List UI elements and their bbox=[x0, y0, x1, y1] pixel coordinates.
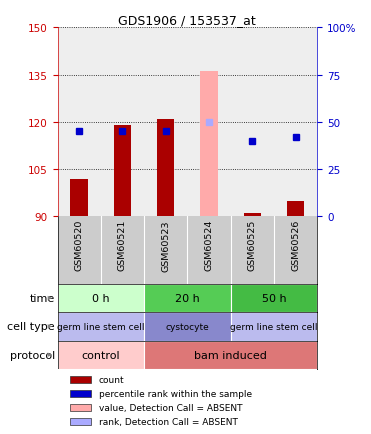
Text: rank, Detection Call = ABSENT: rank, Detection Call = ABSENT bbox=[99, 417, 237, 426]
Text: value, Detection Call = ABSENT: value, Detection Call = ABSENT bbox=[99, 403, 242, 412]
Text: GSM60521: GSM60521 bbox=[118, 220, 127, 271]
Title: GDS1906 / 153537_at: GDS1906 / 153537_at bbox=[118, 14, 256, 27]
Text: germ line stem cell: germ line stem cell bbox=[230, 322, 318, 331]
Bar bbox=[231, 312, 317, 341]
Bar bbox=[70, 390, 91, 398]
Text: cystocyte: cystocyte bbox=[165, 322, 209, 331]
Text: cell type: cell type bbox=[7, 322, 55, 332]
Bar bbox=[144, 312, 231, 341]
Bar bbox=[58, 312, 144, 341]
Bar bbox=[114, 126, 131, 217]
Bar bbox=[244, 214, 261, 217]
Text: GSM60523: GSM60523 bbox=[161, 220, 170, 271]
Bar bbox=[231, 284, 317, 312]
Text: 20 h: 20 h bbox=[175, 293, 200, 303]
Text: bam induced: bam induced bbox=[194, 350, 267, 360]
Bar bbox=[70, 418, 91, 425]
Bar bbox=[200, 72, 218, 217]
Bar bbox=[157, 119, 174, 217]
Text: GSM60520: GSM60520 bbox=[75, 220, 83, 271]
Bar bbox=[70, 376, 91, 384]
Text: 50 h: 50 h bbox=[262, 293, 286, 303]
Text: 0 h: 0 h bbox=[92, 293, 109, 303]
Text: count: count bbox=[99, 375, 124, 385]
Text: GSM60525: GSM60525 bbox=[248, 220, 257, 271]
Bar bbox=[70, 404, 91, 411]
Text: percentile rank within the sample: percentile rank within the sample bbox=[99, 389, 252, 398]
Bar bbox=[287, 201, 304, 217]
Bar bbox=[70, 179, 88, 217]
Bar bbox=[144, 341, 317, 369]
Bar bbox=[58, 284, 144, 312]
Bar bbox=[58, 341, 144, 369]
Text: germ line stem cell: germ line stem cell bbox=[57, 322, 145, 331]
Text: GSM60524: GSM60524 bbox=[204, 220, 213, 271]
Text: GSM60526: GSM60526 bbox=[291, 220, 300, 271]
Text: control: control bbox=[82, 350, 120, 360]
Text: time: time bbox=[30, 293, 55, 303]
Text: protocol: protocol bbox=[10, 350, 55, 360]
Bar bbox=[144, 284, 231, 312]
